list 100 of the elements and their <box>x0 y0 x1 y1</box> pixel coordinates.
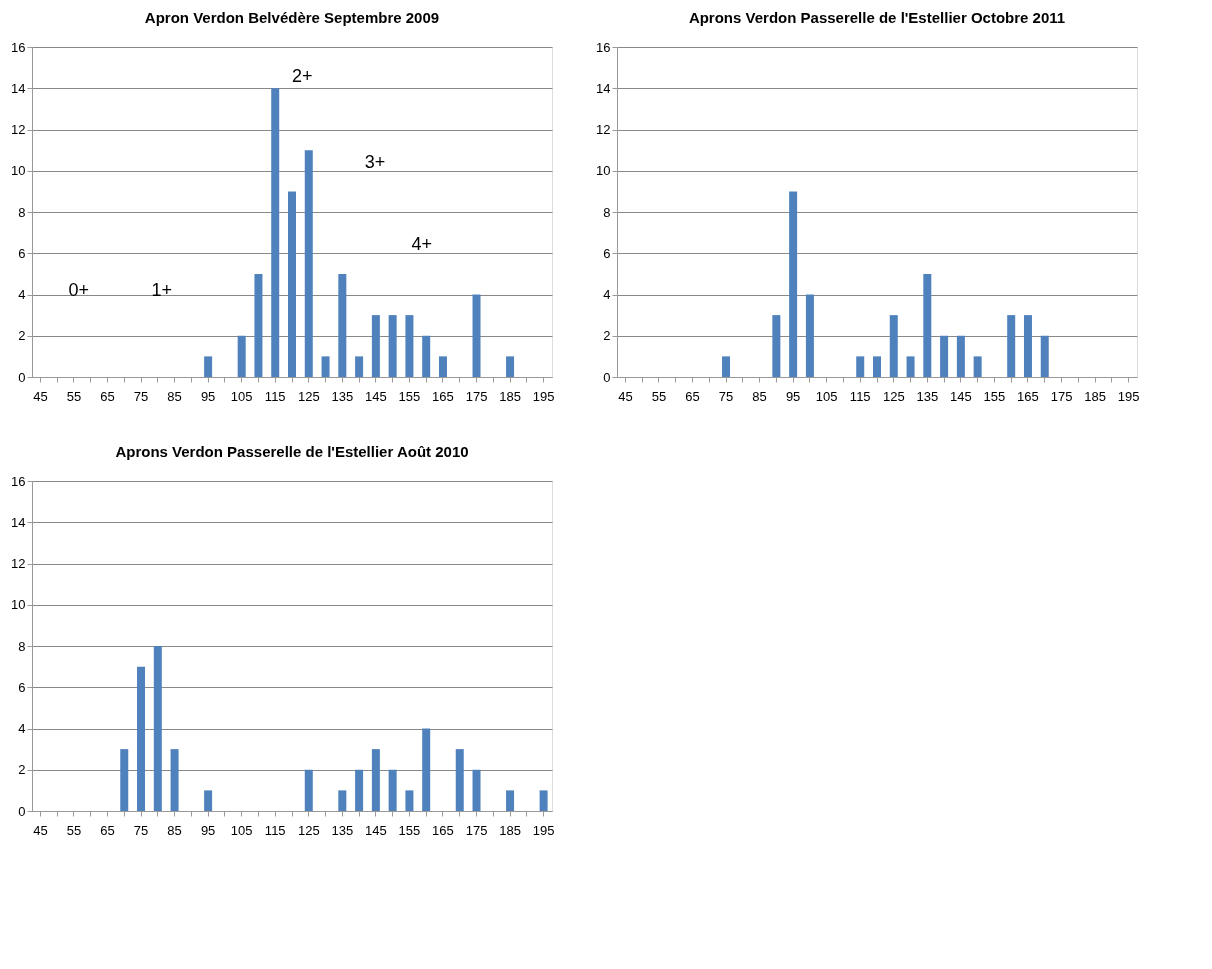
x-tick-label: 195 <box>1117 388 1140 404</box>
x-tick-label: 155 <box>398 822 421 838</box>
annotation: 0+ <box>68 280 89 301</box>
x-tick-label: 105 <box>230 388 253 404</box>
bar <box>355 356 364 377</box>
x-tick-label: 125 <box>882 388 905 404</box>
x-tick-label: 185 <box>499 388 521 404</box>
bar <box>940 335 949 377</box>
x-tick-label: 75 <box>718 388 734 404</box>
x-tick-label: 55 <box>651 388 667 404</box>
x-tick-label: 165 <box>432 388 454 404</box>
bar <box>472 769 481 811</box>
x-tick-label: 195 <box>532 822 555 838</box>
y-tick-label: 16 <box>11 39 26 55</box>
x-tick-label: 145 <box>365 822 387 838</box>
x-tick-label: 115 <box>849 388 871 404</box>
bar <box>873 356 881 377</box>
x-tick-label: 125 <box>297 822 320 838</box>
bar <box>856 356 865 377</box>
bar <box>539 790 548 811</box>
bar <box>438 356 447 377</box>
bar <box>321 356 330 377</box>
y-tick-label: 4 <box>18 721 26 736</box>
bar <box>271 88 280 377</box>
chart-title: Apron Verdon Belvédère Septembre 2009 <box>144 9 440 26</box>
bar <box>422 728 431 811</box>
y-tick-label: 0 <box>18 803 26 819</box>
bar <box>956 335 965 377</box>
x-tick-label: 95 <box>785 388 801 404</box>
x-tick-label: 145 <box>365 388 387 404</box>
x-tick-label: 45 <box>618 388 633 404</box>
x-tick-label: 175 <box>465 822 488 838</box>
x-tick-label: 175 <box>465 388 488 404</box>
y-tick-label: 0 <box>603 369 611 385</box>
y-tick-label: 10 <box>11 597 26 613</box>
y-tick-label: 12 <box>11 122 26 137</box>
annotation: 1+ <box>151 280 173 301</box>
x-tick-label: 165 <box>1017 388 1039 404</box>
x-tick-label: 135 <box>916 388 939 404</box>
bar <box>1007 315 1016 377</box>
x-tick-label: 55 <box>66 388 82 404</box>
y-tick-label: 4 <box>603 287 611 302</box>
bar <box>288 191 296 377</box>
bar <box>722 356 731 377</box>
y-tick-label: 6 <box>18 679 26 695</box>
bar <box>120 749 129 811</box>
bar <box>388 315 397 377</box>
x-tick-label: 55 <box>66 822 82 838</box>
x-tick-label: 45 <box>33 388 48 404</box>
bar <box>422 335 431 377</box>
bar <box>338 790 347 811</box>
y-tick-label: 2 <box>18 328 26 344</box>
bar <box>153 646 162 811</box>
x-tick-label: 75 <box>133 388 149 404</box>
x-tick-label: 85 <box>167 388 182 404</box>
bar <box>204 356 213 377</box>
y-tick-label: 8 <box>18 204 26 220</box>
x-tick-label: 135 <box>331 822 354 838</box>
bar <box>923 273 932 377</box>
y-tick-label: 8 <box>18 638 26 654</box>
x-tick-label: 75 <box>133 822 149 838</box>
annotation: 3+ <box>364 151 386 172</box>
bar <box>455 749 464 811</box>
x-tick-label: 45 <box>33 822 48 838</box>
y-tick-label: 14 <box>11 514 26 530</box>
x-tick-label: 85 <box>752 388 767 404</box>
x-tick-label: 105 <box>815 388 838 404</box>
y-tick-label: 2 <box>18 762 26 778</box>
bar <box>1023 315 1032 377</box>
y-tick-label: 12 <box>11 556 26 571</box>
y-tick-label: 4 <box>18 287 26 302</box>
y-tick-label: 8 <box>603 204 611 220</box>
x-tick-label: 65 <box>100 388 115 404</box>
x-tick-label: 65 <box>100 822 115 838</box>
bar <box>789 191 798 377</box>
bar <box>973 356 982 377</box>
bar <box>371 315 380 377</box>
y-tick-label: 0 <box>18 369 26 385</box>
y-tick-label: 2 <box>603 328 611 344</box>
x-tick-label: 115 <box>264 822 286 838</box>
bar <box>254 273 263 377</box>
x-tick-label: 95 <box>200 388 216 404</box>
x-tick-label: 185 <box>499 822 521 838</box>
x-tick-label: 165 <box>432 822 454 838</box>
x-tick-label: 65 <box>685 388 700 404</box>
bar <box>355 769 364 811</box>
x-tick-label: 195 <box>532 388 555 404</box>
x-tick-label: 155 <box>398 388 421 404</box>
x-tick-label: 85 <box>167 822 182 838</box>
y-tick-label: 14 <box>596 80 611 96</box>
bar <box>304 769 313 811</box>
annotation: 2+ <box>292 65 313 86</box>
x-tick-label: 155 <box>983 388 1006 404</box>
y-tick-label: 6 <box>603 245 611 261</box>
bar <box>405 790 414 811</box>
x-tick-label: 175 <box>1050 388 1073 404</box>
chart-title: Aprons Verdon Passerelle de l'Estellier Août 2010 <box>115 443 469 460</box>
bar <box>388 769 397 811</box>
y-tick-label: 10 <box>11 163 26 179</box>
bar <box>405 315 414 377</box>
